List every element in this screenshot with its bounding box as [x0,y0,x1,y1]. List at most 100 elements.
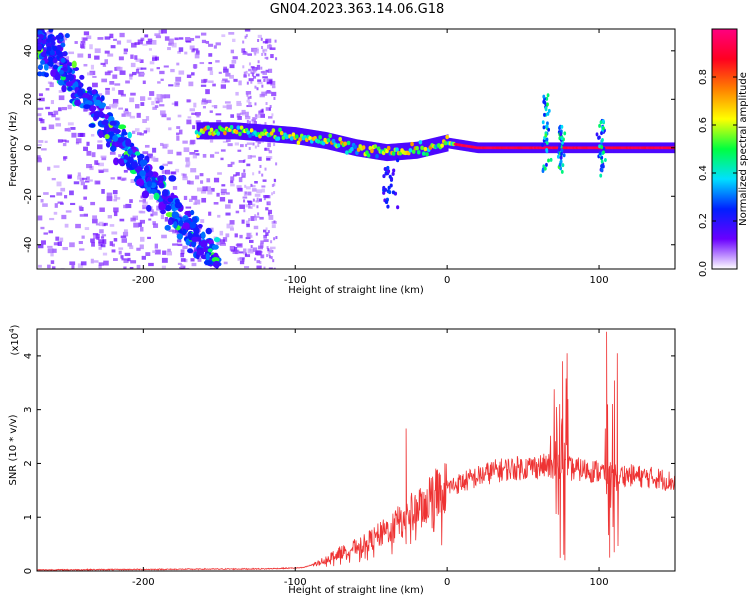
snr-ylabel: SNR (10 * v/v) [8,414,19,485]
heatmap-cell [386,145,391,151]
heatmap-cell [99,229,104,234]
y-tick-label: 20 [23,93,34,106]
heatmap-cell [107,53,114,57]
heatmap-cell [228,199,233,204]
heatmap-cell [48,111,53,116]
heatmap-cell [123,48,128,52]
heatmap-cell [164,143,169,148]
heatmap-cell [140,37,145,41]
heatmap-cell [75,138,82,144]
heatmap-cell [129,97,135,103]
heatmap-cell [541,143,544,148]
heatmap-cell [242,251,245,255]
heatmap-cell [133,222,140,228]
heatmap-cell [192,48,199,51]
heatmap-cell [56,44,62,50]
heatmap-cell [256,189,262,194]
heatmap-cell [600,159,604,164]
heatmap-cell [114,83,121,86]
heatmap-cell [195,112,201,116]
heatmap-cell [273,220,276,224]
heatmap-cell [542,125,546,130]
heatmap-cell [262,48,268,52]
heatmap-cell [178,37,184,40]
heatmap-cell [601,137,604,142]
heatmap-cell [238,251,244,254]
heatmap-cell [48,56,54,62]
heatmap-cell [225,192,230,195]
heatmap-cell [190,168,197,173]
heatmap-cell [391,151,396,156]
heatmap-cell [152,57,158,61]
heatmap-cell [182,173,187,179]
heatmap-cell [46,46,52,52]
heatmap-cell [213,202,219,205]
heatmap-cell [109,224,115,227]
heatmap-cell [112,134,119,142]
heatmap-cell [227,164,233,168]
heatmap-cell [67,104,72,110]
heatmap-cell [265,232,269,236]
heatmap-cell [84,100,93,106]
heatmap-cell [55,35,61,41]
heatmap-cell [245,186,251,190]
heatmap-cell [558,143,561,148]
heatmap-cell [47,166,51,171]
heatmap-cell [171,203,176,210]
heatmap-cell [200,219,205,223]
heatmap-cell [247,73,250,77]
heatmap-cell [195,50,200,55]
heatmap-cell [160,142,164,146]
colorbar-ticks: 0.0 0.2 0.4 0.6 0.8 [698,69,737,277]
heatmap-cell [375,154,379,159]
heatmap-cell [161,29,167,34]
heatmap-cell [147,97,152,100]
heatmap-cell [53,211,58,215]
heatmap-cell [600,131,603,136]
heatmap-cell [541,169,545,174]
heatmap-cell [80,181,86,186]
heatmap-cell [211,257,220,263]
heatmap-cell [149,189,158,194]
heatmap-cell [113,198,118,202]
heatmap-cell [235,172,240,176]
heatmap-cell [319,131,321,149]
heatmap-cell [62,66,68,72]
heatmap-cell [263,239,269,243]
heatmap-cell [79,214,84,217]
heatmap-cell [90,134,95,137]
heatmap-cell [425,152,429,157]
heatmap-cell [262,50,265,54]
heatmap-cell [267,230,270,234]
heatmap-cell [145,127,151,133]
heatmap-cell [111,87,115,91]
heatmap-cell [275,162,278,166]
heatmap-cell [48,230,53,234]
heatmap-cell [549,157,553,162]
heatmap-cell [124,108,129,112]
heatmap-cell [205,40,210,44]
heatmap-cell [200,189,207,194]
heatmap-cell [174,37,179,41]
heatmap-cell [93,260,99,263]
heatmap-cell [182,222,190,230]
heatmap-cell [176,233,183,240]
heatmap-cell [206,125,210,130]
heatmap-cell [338,136,343,142]
heatmap-cell [215,282,220,287]
heatmap-cell [350,137,352,155]
heatmap-cell [382,185,386,190]
heatmap-cell [252,172,255,176]
heatmap-cell [255,251,258,255]
heatmap-cell [88,105,97,112]
heatmap-cell [160,94,166,99]
heatmap-cell [84,227,90,231]
heatmap-cell [264,167,267,171]
heatmap-cell [209,127,214,132]
heatmap-cell [176,239,182,243]
heatmap-cell [600,167,604,172]
heatmap-cell [270,256,273,260]
heatmap-cell [254,214,257,218]
heatmap-cell [208,43,214,47]
heatmap-cell [268,209,273,215]
